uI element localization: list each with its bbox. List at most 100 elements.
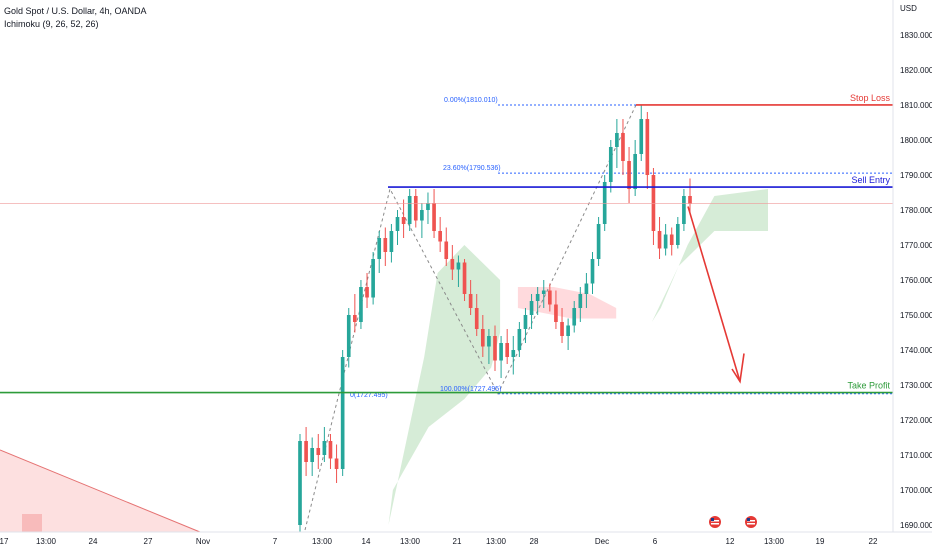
candle-body xyxy=(535,294,540,301)
candle-body xyxy=(316,448,321,455)
fib-level-label: 100.00%(1727.495) xyxy=(440,386,502,393)
candle-body xyxy=(675,224,680,245)
candle-body xyxy=(499,343,503,361)
flag-circle xyxy=(745,516,757,528)
candle-body xyxy=(487,336,491,347)
x-tick-label: 28 xyxy=(530,537,539,546)
flag-stripe xyxy=(747,523,755,525)
candle-body xyxy=(669,234,674,245)
candle-body xyxy=(651,175,656,231)
candle-body xyxy=(529,301,534,315)
candle-body xyxy=(328,441,333,459)
candle-body xyxy=(663,234,668,249)
x-tick-label: 22 xyxy=(869,537,878,546)
sell-entry-label: Sell Entry xyxy=(851,175,890,185)
indicator-label[interactable]: Ichimoku (9, 26, 52, 26) xyxy=(4,19,99,29)
candle-body xyxy=(523,315,528,329)
x-tick-label: 13:00 xyxy=(36,537,57,546)
x-tick-label: Dec xyxy=(595,537,609,546)
candle-body xyxy=(633,154,637,189)
candle-body xyxy=(584,283,589,294)
candle-body xyxy=(645,119,650,175)
candles xyxy=(298,105,692,532)
trend-line-left xyxy=(0,449,201,533)
candle-body xyxy=(590,259,595,284)
candle-body xyxy=(365,287,369,298)
candle-body xyxy=(389,231,394,252)
y-tick-label: 1690.000 xyxy=(900,521,932,530)
candle-body xyxy=(493,336,497,361)
y-tick-label: 1780.000 xyxy=(900,206,932,215)
decorations: 0.00%(1810.010) 23.60%(1790.536) 100.00%(1… xyxy=(0,97,893,533)
candle-body xyxy=(596,224,601,259)
x-tick-label: 7 xyxy=(273,537,278,546)
candle-body xyxy=(450,259,455,270)
y-tick-label: 1770.000 xyxy=(900,241,932,250)
x-tick-label: 12 xyxy=(726,537,735,546)
candle-body xyxy=(395,217,400,231)
price-axis-bg xyxy=(893,0,932,550)
candle-body xyxy=(657,231,662,249)
x-tick-label: 24 xyxy=(89,537,98,546)
fib-level-label: 0(1727.495) xyxy=(350,392,388,399)
candle-body xyxy=(401,217,406,224)
candle-body xyxy=(359,287,363,322)
candle-body xyxy=(566,325,570,336)
us-event-flag-icon xyxy=(709,516,721,528)
x-tick-label: 19 xyxy=(816,537,825,546)
y-tick-label: 1820.000 xyxy=(900,66,932,75)
flag-circle xyxy=(709,516,721,528)
candle-body xyxy=(371,259,375,298)
candle-body xyxy=(578,294,583,308)
projection-arrowhead xyxy=(731,353,745,384)
candle-body xyxy=(432,203,436,231)
candle-body xyxy=(688,196,692,204)
candle-body xyxy=(468,294,473,308)
x-tick-label: 21 xyxy=(453,537,462,546)
flag-stripe xyxy=(711,523,719,525)
x-tick-label: 17 xyxy=(0,537,9,546)
currency-label: USD xyxy=(900,4,917,13)
y-tick-label: 1720.000 xyxy=(900,416,932,425)
flag-canton xyxy=(711,518,714,521)
chart-title: Gold Spot / U.S. Dollar, 4h, OANDA xyxy=(4,6,147,16)
candle-body xyxy=(608,147,613,182)
candle-body xyxy=(548,290,552,305)
candle-body xyxy=(304,441,308,462)
y-tick-label: 1790.000 xyxy=(900,171,932,180)
candle-body xyxy=(572,308,577,326)
y-tick-label: 1700.000 xyxy=(900,486,932,495)
y-tick-label: 1830.000 xyxy=(900,31,932,40)
fib-level-label: 23.60%(1790.536) xyxy=(443,165,501,172)
candle-body xyxy=(456,262,461,270)
candle-body xyxy=(377,238,382,259)
y-tick-label: 1730.000 xyxy=(900,381,932,390)
fib-level-label: 0.00%(1810.010) xyxy=(444,97,498,104)
candle-body xyxy=(322,441,327,455)
candle-body xyxy=(462,262,467,294)
candle-body xyxy=(438,231,442,242)
x-tick-label: 14 xyxy=(362,537,371,546)
candle-body xyxy=(621,133,625,161)
candle-body xyxy=(602,182,607,224)
x-tick-label: 13:00 xyxy=(764,537,785,546)
candle-body xyxy=(420,210,424,221)
candle-body xyxy=(480,329,485,347)
projection-arrow-line xyxy=(687,206,741,382)
x-tick-label: 6 xyxy=(653,537,658,546)
fib-zigzag xyxy=(304,104,637,531)
candle-body xyxy=(627,161,631,189)
candle-body xyxy=(541,290,546,294)
y-tick-label: 1710.000 xyxy=(900,451,932,460)
x-tick-label: Nov xyxy=(196,537,210,546)
x-tick-label: 13:00 xyxy=(486,537,507,546)
bull-cloud-2 xyxy=(651,189,768,322)
candle-body xyxy=(426,203,430,210)
x-tick-label: 13:00 xyxy=(312,537,333,546)
x-tick-label: 13:00 xyxy=(400,537,421,546)
take-profit-label: Take Profit xyxy=(847,381,890,391)
bull-cloud xyxy=(388,245,501,525)
candle-body xyxy=(639,119,644,154)
bear-cloud xyxy=(517,287,617,319)
